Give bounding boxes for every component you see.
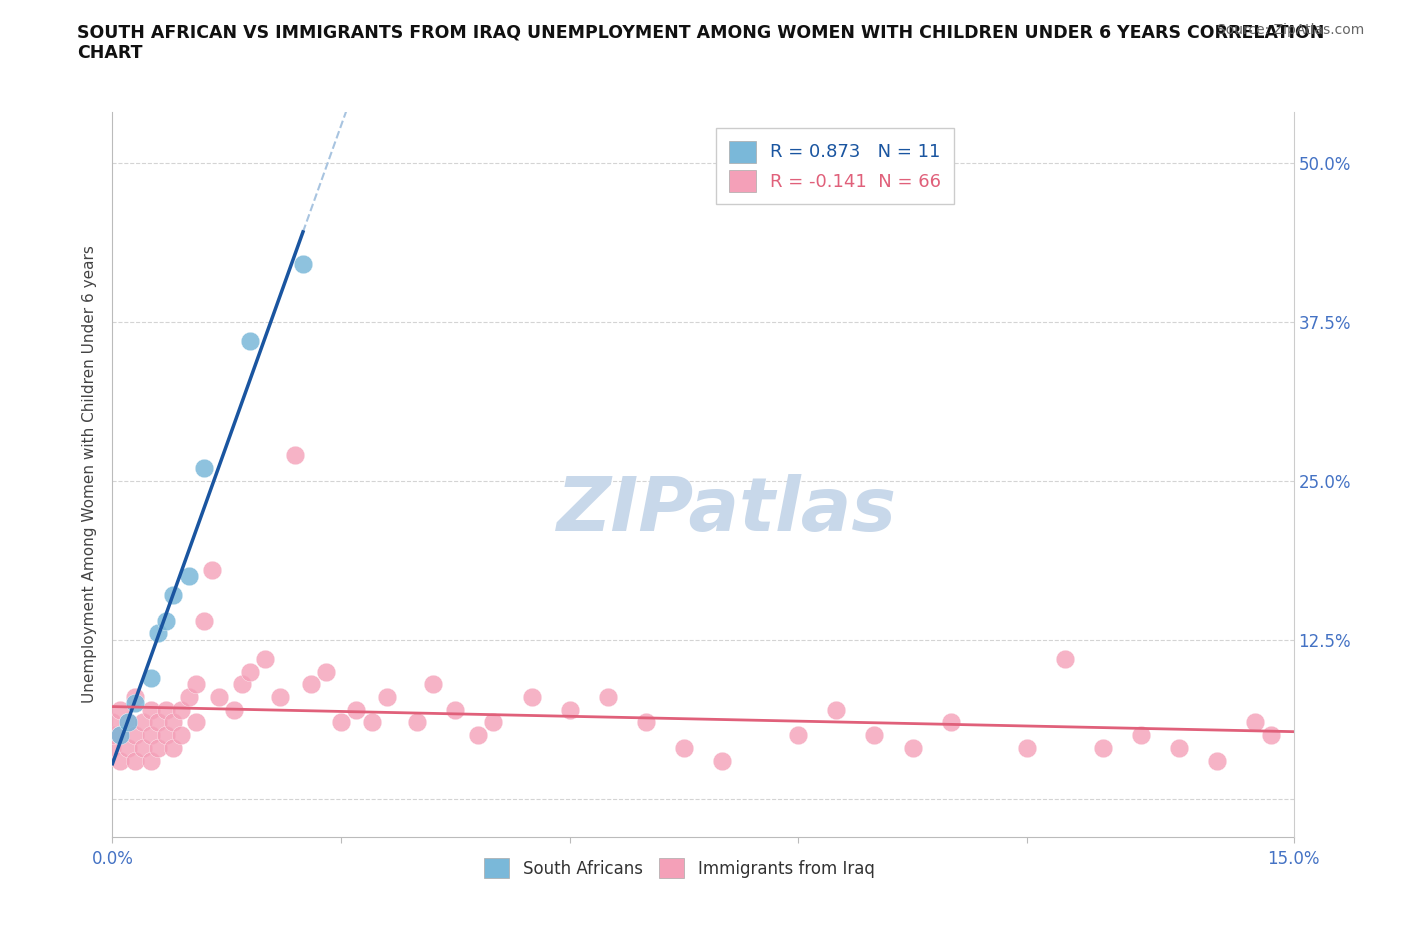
Point [787,728,810,743]
Point [224,702,246,717]
Point [360,715,382,730]
Point [253,651,276,666]
Point [291,257,314,272]
Point [148,715,170,730]
Point [139,671,162,685]
Point [139,753,162,768]
Point [939,715,962,730]
Point [711,753,734,768]
Point [186,715,208,730]
Point [132,715,155,730]
Point [634,715,657,730]
Point [208,689,231,704]
Text: ZIPatlas: ZIPatlas [557,474,897,547]
Point [177,689,200,704]
Point [170,702,193,717]
Text: SOUTH AFRICAN VS IMMIGRANTS FROM IRAQ UNEMPLOYMENT AMONG WOMEN WITH CHILDREN UND: SOUTH AFRICAN VS IMMIGRANTS FROM IRAQ UN… [77,23,1324,62]
Point [558,702,581,717]
Point [148,626,170,641]
Point [299,677,322,692]
Point [155,702,177,717]
Point [155,728,177,743]
Point [482,715,505,730]
Point [148,740,170,755]
Point [124,753,146,768]
Point [330,715,353,730]
Point [132,740,155,755]
Point [444,702,467,717]
Point [1130,728,1153,743]
Point [467,728,489,743]
Point [596,689,619,704]
Point [117,715,139,730]
Point [315,664,337,679]
Point [825,702,848,717]
Point [344,702,367,717]
Point [520,689,543,704]
Point [139,728,162,743]
Point [1092,740,1115,755]
Point [139,702,162,717]
Point [1168,740,1191,755]
Point [422,677,444,692]
Point [101,728,124,743]
Point [124,728,146,743]
Point [193,613,215,628]
Point [193,460,215,475]
Point [177,568,200,583]
Legend: South Africans, Immigrants from Iraq: South Africans, Immigrants from Iraq [477,850,883,886]
Point [101,740,124,755]
Point [239,664,262,679]
Point [1015,740,1038,755]
Point [155,613,177,628]
Point [108,702,131,717]
Point [186,677,208,692]
Point [375,689,398,704]
Point [117,715,139,730]
Text: Source: ZipAtlas.com: Source: ZipAtlas.com [1216,23,1364,37]
Point [1244,715,1267,730]
Point [108,728,131,743]
Point [406,715,429,730]
Point [162,588,184,603]
Point [1206,753,1229,768]
Point [170,728,193,743]
Point [162,715,184,730]
Point [269,689,291,704]
Y-axis label: Unemployment Among Women with Children Under 6 years: Unemployment Among Women with Children U… [82,246,97,703]
Point [672,740,695,755]
Point [124,689,146,704]
Point [108,753,131,768]
Point [239,333,262,348]
Point [284,447,307,462]
Point [200,563,222,578]
Point [117,740,139,755]
Point [101,715,124,730]
Point [108,728,131,743]
Point [231,677,253,692]
Point [162,740,184,755]
Point [901,740,924,755]
Point [863,728,886,743]
Point [124,696,146,711]
Point [1053,651,1076,666]
Point [1260,728,1282,743]
